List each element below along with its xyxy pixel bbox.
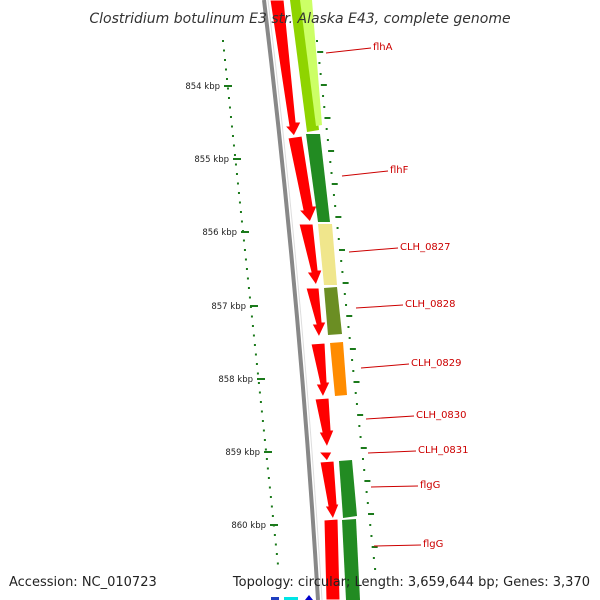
leader-line — [348, 247, 399, 253]
cds-track — [269, 0, 341, 600]
leader-line — [370, 485, 419, 488]
backbone — [262, 0, 323, 600]
feature-block — [318, 224, 337, 285]
gene-label: CLH_0828 — [405, 299, 456, 310]
feature-block — [324, 287, 342, 335]
cds-arrow — [314, 397, 335, 449]
tick-label: 857 kbp — [211, 302, 246, 312]
gene-label: flhA — [373, 42, 393, 53]
feature-block — [330, 342, 347, 396]
cds-arrow — [305, 287, 327, 339]
gene-labels: flhA flhF CLH_0827 CLH_0828 CLH_0829 CLH_0830… — [325, 42, 469, 550]
leader-line — [373, 544, 422, 547]
feature-block — [339, 460, 357, 518]
cds-arrow — [298, 223, 323, 287]
bottom-marks — [271, 595, 313, 600]
tick-label: 858 kbp — [218, 375, 253, 385]
tick-label: 854 kbp — [185, 82, 220, 92]
feature-block — [290, 0, 319, 132]
accession-text: Accession: NC_010723 — [9, 575, 157, 590]
cds-arrow — [310, 342, 331, 399]
leader-line — [355, 304, 404, 309]
feature-block — [306, 134, 330, 222]
feature-track — [290, 0, 360, 600]
cds-arrow — [323, 518, 341, 600]
gene-label: flgG — [420, 480, 440, 491]
tick-label: 856 kbp — [202, 228, 237, 238]
cds-arrow — [269, 0, 302, 137]
leader-line — [341, 170, 389, 177]
cds-arrow — [287, 135, 318, 223]
tick-label: 859 kbp — [225, 448, 260, 458]
gene-label: flgG — [423, 539, 443, 550]
tick-label: 860 kbp — [231, 521, 266, 531]
leader-line — [325, 47, 372, 54]
topology-text: Topology: circular; Length: 3,659,644 bp… — [232, 575, 590, 590]
leader-line — [360, 363, 410, 369]
gene-label: CLH_0831 — [418, 445, 469, 456]
cds-arrow — [317, 451, 333, 462]
gc-skew-track-right — [316, 40, 378, 570]
feature-block — [300, 0, 322, 126]
gc-skew-track-left — [222, 40, 279, 565]
feature-block — [342, 519, 360, 600]
gene-label: CLH_0827 — [400, 242, 451, 253]
leader-line — [367, 450, 417, 454]
tick-label: 855 kbp — [194, 155, 229, 165]
gene-label: CLH_0830 — [416, 410, 467, 421]
gene-label: CLH_0829 — [411, 358, 462, 369]
ruler: 854 kbp 855 kbp 856 kbp 857 kbp 858 kbp 859 k… — [185, 82, 278, 531]
gene-label: flhF — [390, 165, 409, 176]
genome-title: Clostridium botulinum E3 str. Alaska E43… — [89, 11, 510, 27]
leader-line — [365, 415, 415, 420]
cds-arrow — [319, 460, 340, 521]
